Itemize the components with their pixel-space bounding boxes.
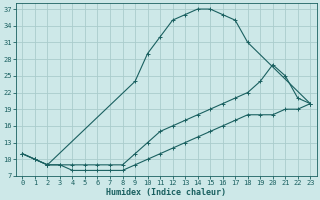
X-axis label: Humidex (Indice chaleur): Humidex (Indice chaleur) bbox=[106, 188, 226, 197]
